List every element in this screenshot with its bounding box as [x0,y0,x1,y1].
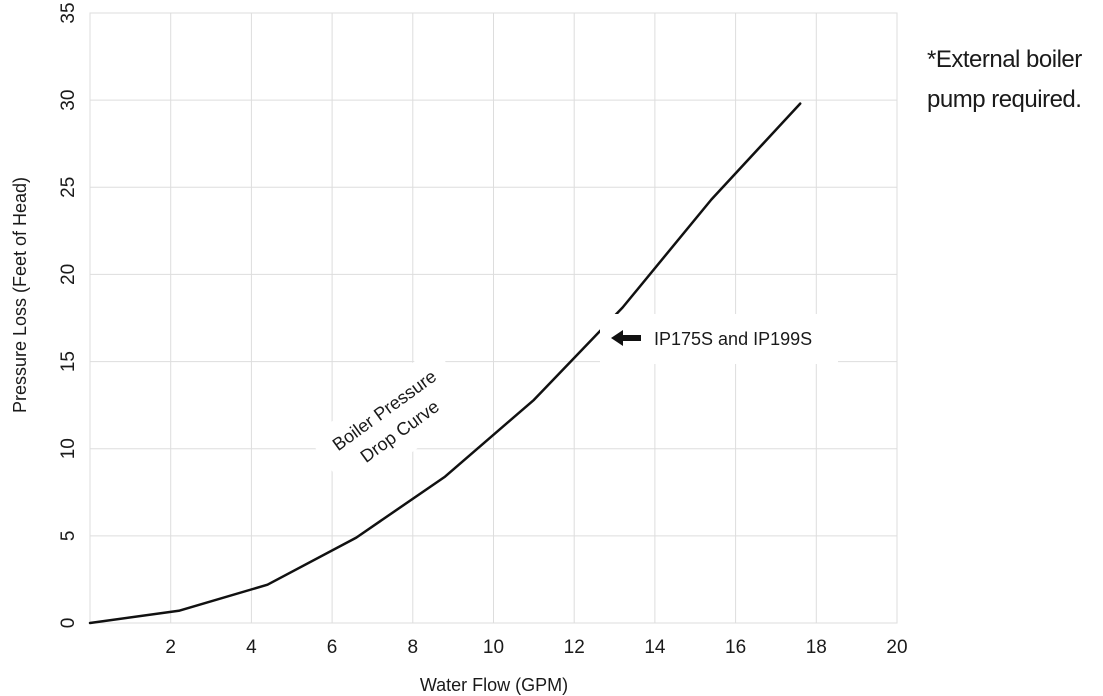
y-tick-label: 20 [58,264,79,285]
x-tick-label: 6 [327,637,338,658]
x-axis-title: Water Flow (GPM) [420,675,568,695]
y-tick-label: 5 [58,531,79,542]
x-tick-label: 4 [246,637,257,658]
x-tick-label: 20 [886,637,907,658]
x-tick-label: 10 [483,637,504,658]
y-tick-label: 30 [58,90,79,111]
left-arrow-icon [611,330,641,346]
x-tick-label: 16 [725,637,746,658]
y-axis-title: Pressure Loss (Feet of Head) [10,177,30,413]
curve-label-background [308,346,477,497]
y-tick-label: 25 [58,177,79,198]
model-label: IP175S and IP199S [654,329,812,349]
y-tick-label: 10 [58,438,79,459]
tick-labels: 2 4 6 8 10 12 14 16 18 20 0 5 10 15 20 25 30 35 [58,2,908,658]
y-tick-label: 15 [58,351,79,372]
x-tick-label: 8 [408,637,419,658]
x-tick-label: 12 [564,637,585,658]
pressure-drop-line [88,102,802,625]
pump-note: *External boiler pump required. [927,40,1082,120]
series-layer [88,102,802,625]
x-tick-label: 2 [165,637,176,658]
model-annotation: IP175S and IP199S [600,314,838,364]
y-tick-label: 0 [58,618,79,629]
curve-label: Boiler Pressure Drop Curve [308,346,477,497]
y-tick-label: 35 [58,2,79,23]
grid-lines [89,12,898,624]
x-tick-label: 14 [644,637,666,658]
pump-note-line2: pump required. [927,86,1082,113]
pump-note-line1: *External boiler [927,46,1082,73]
x-tick-label: 18 [806,637,827,658]
